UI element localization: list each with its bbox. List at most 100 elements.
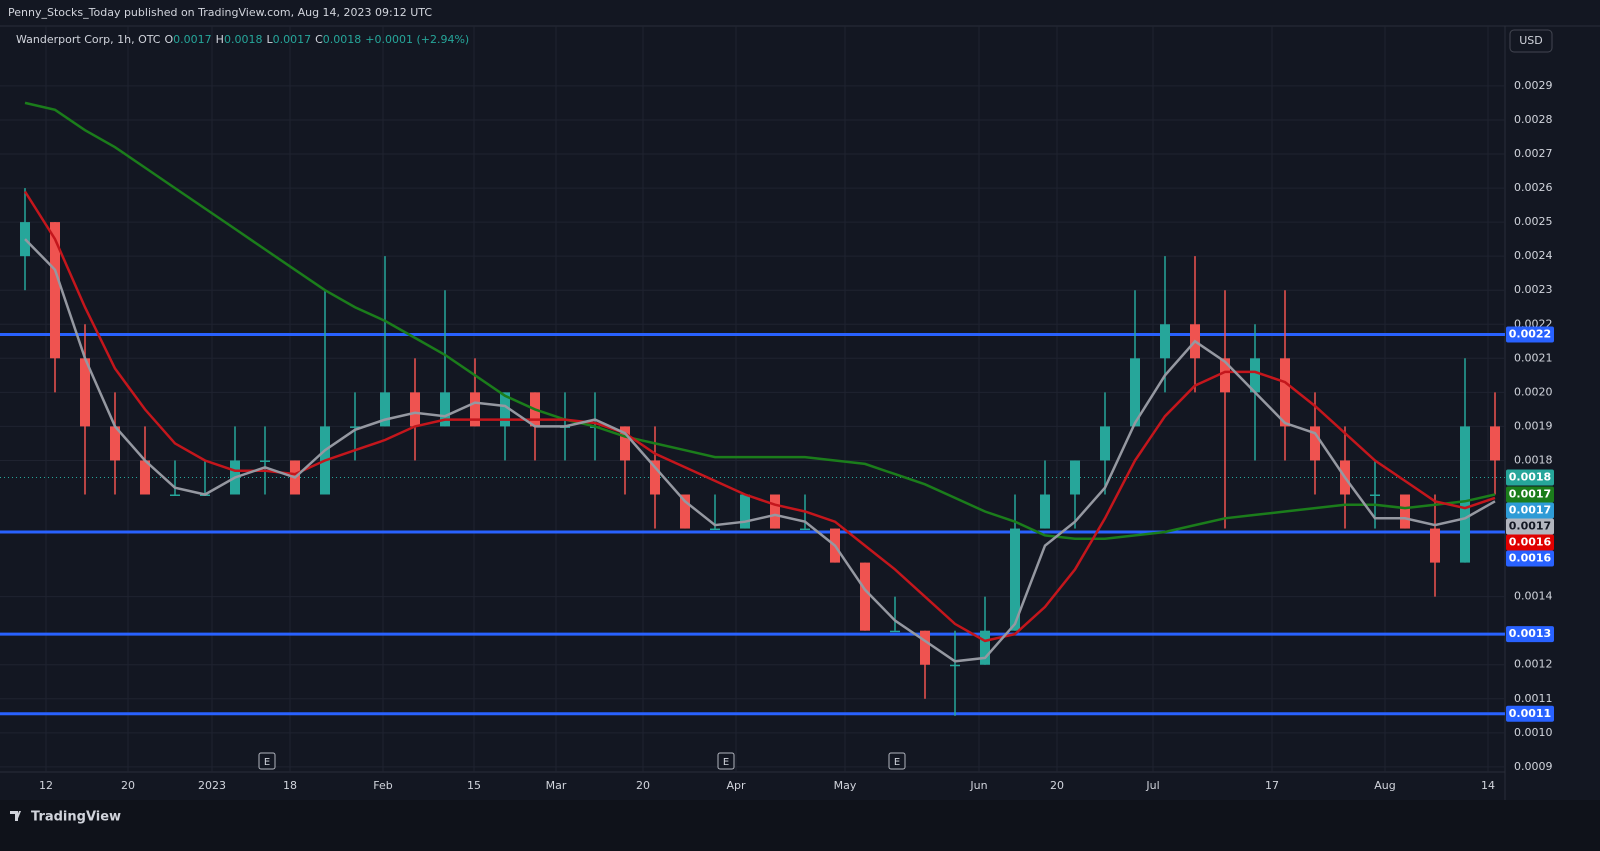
publisher: Penny_Stocks_Today published on TradingV… [8,6,432,19]
x-tick-label: 14 [1481,779,1495,792]
y-tick-label: 0.0012 [1514,658,1553,671]
y-tick-label: 0.0023 [1514,283,1553,296]
legend-text: 0.0017 [273,33,312,46]
candle-body [1220,358,1230,393]
candle-body [950,664,960,667]
candle-body [1400,494,1410,529]
candle-body [1460,426,1470,563]
candle-body [440,392,450,427]
x-tick-label: 18 [283,779,297,792]
legend-text: Wanderport Corp, 1h, OTC [16,33,161,46]
earnings-label: E [723,757,729,768]
legend-text: 0.0018 [323,33,362,46]
x-tick-label: Feb [373,779,392,792]
y-tick-label: 0.0011 [1514,692,1553,705]
plot-area: 0.0009 0.0010 0.0011 0.0012 0.0014 0.0018 0.00… [0,26,1554,792]
x-tick-label: May [834,779,857,792]
candle-body [470,392,480,427]
y-tick-label: 0.0018 [1514,453,1553,466]
price-label-box [1506,518,1554,535]
currency[interactable]: USD [1519,34,1543,47]
tv-logo [10,811,21,821]
candle-body [1430,528,1440,563]
candle-body [410,392,420,427]
moving-average [23,190,1496,643]
price-label-box [1506,486,1554,503]
y-tick-label: 0.0025 [1514,215,1553,228]
y-tick-label: 0.0010 [1514,726,1553,739]
legend-text: +0.0001 (+2.94%) [365,33,469,46]
x-tick-label: 12 [39,779,53,792]
earnings-box [888,752,906,770]
x-tick-label: Mar [546,779,567,792]
candle-body [980,630,990,665]
candle-body [110,426,120,461]
candle-body [140,460,150,495]
price-label: 0.0017 [1509,520,1551,533]
legend-text: O [165,33,174,46]
candle-body [620,426,630,461]
earnings-label: E [264,757,270,768]
price-label: 0.0017 [1509,488,1551,501]
candle-body [650,460,660,495]
candle-body [1100,426,1110,461]
price-label-box [1506,502,1554,519]
price-label: 0.0022 [1509,327,1551,340]
candle-body [710,528,720,531]
x-tick-label: 20 [1050,779,1064,792]
moving-average [24,238,1496,663]
candle-body [860,562,870,631]
price-label: 0.0017 [1509,504,1551,517]
candle-body [890,630,900,633]
candle-body [50,222,60,359]
candle-body [920,630,930,665]
x-tick-label: 20 [636,779,650,792]
earnings-box [717,752,735,770]
price-label-box [1506,326,1554,343]
price-label: 0.0018 [1509,470,1551,483]
legend-text: 0.0018 [224,33,263,46]
moving-average [24,101,1496,541]
candle-body [770,494,780,529]
candle-body [500,392,510,427]
footer-brand: TradingView [31,810,121,825]
earnings-box [258,752,276,770]
price-label-box [1506,550,1554,567]
y-tick-label: 0.0021 [1514,351,1553,364]
earnings-label: E [894,757,900,768]
candle-body [1130,358,1140,427]
candle-body [1040,494,1050,529]
legend-text: H [216,33,224,46]
candle-body [1310,426,1320,461]
currency-button[interactable] [1509,29,1553,53]
y-tick-label: 0.0019 [1514,419,1553,432]
candle-body [1250,358,1260,393]
candle-body [1490,426,1500,461]
legend-text: 0.0017 [173,33,212,46]
x-tick-label: Jul [1145,779,1159,792]
y-tick-label: 0.0029 [1514,79,1553,92]
candle-body [350,426,360,428]
legend-text: L [266,33,273,46]
price-label-box [1506,534,1554,551]
candle-body [380,392,390,427]
candle-body [1370,494,1380,497]
price-label: 0.0013 [1509,627,1551,640]
candle-body [260,460,270,462]
x-tick-label: 20 [121,779,135,792]
candle-body [170,494,180,497]
price-label-box [1506,626,1554,643]
legend-text: C [315,33,323,46]
footer-bar [0,800,1600,851]
y-tick-label: 0.0009 [1514,760,1553,773]
candle-body [740,494,750,529]
candle-body [1010,528,1020,631]
price-label: 0.0016 [1509,552,1552,565]
candle-body [1280,358,1290,427]
y-tick-label: 0.0028 [1514,113,1553,126]
y-tick-label: 0.0027 [1514,147,1553,160]
candle-body [1070,460,1080,495]
